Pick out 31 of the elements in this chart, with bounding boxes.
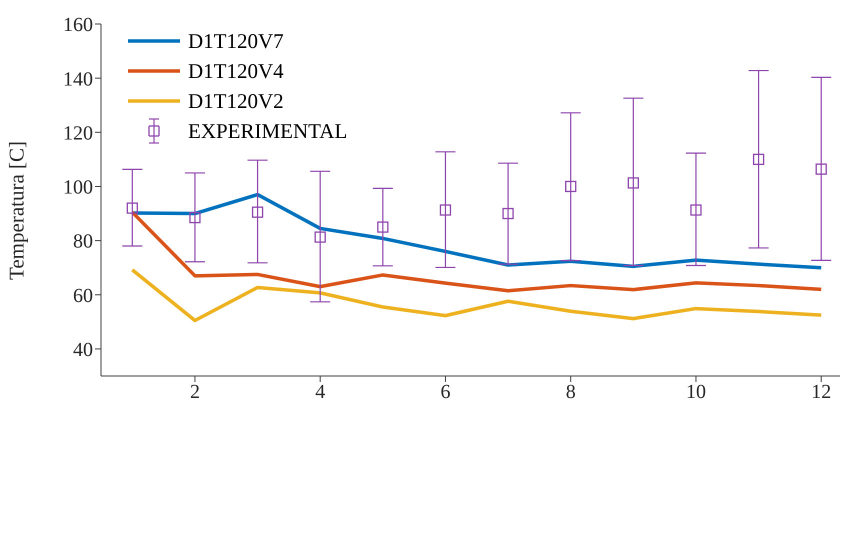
y-tick-label: 120 bbox=[63, 122, 93, 144]
point bbox=[440, 204, 452, 216]
y-tick-label: 160 bbox=[63, 14, 93, 36]
x-tick-label: 10 bbox=[686, 381, 706, 404]
y-axis-title: Temperatura [C] bbox=[4, 140, 28, 280]
point bbox=[565, 180, 576, 192]
point bbox=[189, 212, 201, 224]
point bbox=[752, 154, 764, 166]
point bbox=[377, 221, 388, 233]
point bbox=[502, 208, 514, 220]
y-tick-label: 100 bbox=[63, 176, 93, 199]
legend-label: EXPERIMENTAL bbox=[188, 118, 348, 144]
y-tick-label: 60 bbox=[73, 284, 93, 307]
legend-label: D1T120V2 bbox=[188, 88, 284, 114]
legend-label: D1T120V7 bbox=[188, 28, 284, 54]
y-tick-label: 40 bbox=[73, 339, 93, 362]
point bbox=[628, 177, 639, 189]
point bbox=[126, 202, 138, 214]
line-series bbox=[130, 268, 823, 322]
x-tick-label: 12 bbox=[811, 381, 832, 404]
x-tick-label: 6 bbox=[440, 381, 450, 404]
y-tick-label: 140 bbox=[63, 68, 93, 90]
y-tick-label: 80 bbox=[73, 230, 93, 253]
point bbox=[252, 206, 264, 218]
x-tick-label: 4 bbox=[315, 381, 326, 404]
point bbox=[816, 163, 827, 175]
point bbox=[690, 204, 702, 216]
legend-label: D1T120V4 bbox=[188, 58, 284, 84]
x-tick-label: 8 bbox=[566, 381, 576, 404]
x-tick-label: 2 bbox=[190, 381, 200, 404]
point bbox=[314, 231, 326, 243]
